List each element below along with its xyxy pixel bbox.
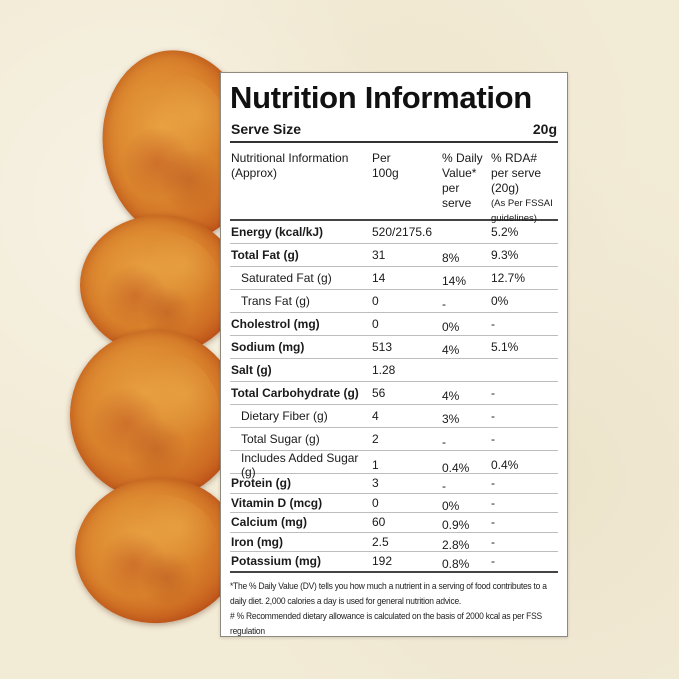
per-100g-value: 192: [372, 554, 393, 569]
table-row: Vitamin D (mcg) 0 0% -: [230, 494, 558, 513]
daily-value-percent: 4%: [442, 389, 460, 403]
nutrient-name: Total Sugar (g): [241, 432, 320, 446]
daily-value-percent: 0%: [442, 320, 460, 334]
nutrient-name: Calcium (mg): [231, 515, 308, 530]
rda-percent: 0%: [491, 294, 509, 308]
daily-value-percent: 3%: [442, 412, 460, 426]
per-100g-value: 1: [372, 458, 379, 472]
nutrient-name: Cholestrol (mg): [231, 317, 320, 331]
rda-percent: 12.7%: [491, 271, 526, 285]
serve-size-row: Serve Size 20g: [230, 117, 558, 143]
per-100g-value: 2.5: [372, 534, 389, 549]
rda-percent: -: [491, 317, 495, 331]
nutrient-name: Vitamin D (mcg): [231, 495, 323, 510]
nutrient-name: Total Carbohydrate (g): [231, 386, 359, 400]
rda-percent: 5.2%: [491, 225, 519, 239]
per-100g-value: 513: [372, 340, 393, 354]
rda-percent: -: [491, 432, 495, 446]
per-100g-value: 1.28: [372, 363, 396, 377]
header-per100: Per 100g: [372, 151, 399, 180]
footnotes: *The % Daily Value (DV) tells you how mu…: [230, 579, 561, 639]
nutrient-name: Protein (g): [231, 476, 291, 491]
per-100g-value: 60: [372, 515, 386, 530]
serve-size-value: 20g: [532, 121, 557, 137]
table-header: Nutritional Information (Approx) Per 100…: [230, 143, 558, 224]
per-100g-value: 0: [372, 294, 379, 308]
table-row: Dietary Fiber (g) 4 3% -: [230, 405, 558, 428]
table-row: Protein (g) 3 - -: [230, 474, 558, 494]
per-100g-value: 2: [372, 432, 379, 446]
nutrient-name: Salt (g): [231, 363, 272, 377]
rda-percent: -: [491, 476, 495, 491]
rda-percent: 0.4%: [491, 458, 519, 472]
daily-value-percent: 0%: [442, 498, 460, 513]
nutrient-name: Total Fat (g): [231, 248, 299, 262]
daily-value-percent: 0.8%: [442, 557, 470, 572]
per-100g-value: 14: [372, 271, 386, 285]
rda-percent: -: [491, 409, 495, 423]
table-row: Iron (mg) 2.5 2.8% -: [230, 533, 558, 552]
nutrient-name: Includes Added Sugar (g): [241, 451, 359, 479]
daily-value-percent: 0.4%: [442, 461, 470, 475]
header-rda: % RDA# per serve (20g) (As Per FSSAI gui…: [491, 151, 557, 226]
header-rda-main: % RDA# per serve (20g): [491, 151, 542, 195]
serve-size-label: Serve Size: [231, 121, 302, 137]
rda-percent: -: [491, 554, 495, 569]
rda-percent: -: [491, 534, 495, 549]
table-row: Total Fat (g) 31 8% 9.3%: [230, 244, 558, 267]
table-row: Calcium (mg) 60 0.9% -: [230, 513, 558, 533]
panel-title: Nutrition Information: [230, 80, 532, 115]
daily-value-percent: 0.9%: [442, 518, 470, 533]
table-row: Total Carbohydrate (g) 56 4% -: [230, 382, 558, 405]
rda-percent: -: [491, 495, 495, 510]
per-100g-value: 0: [372, 495, 379, 510]
rda-percent: 5.1%: [491, 340, 519, 354]
nutrient-name: Trans Fat (g): [241, 294, 310, 308]
daily-value-percent: -: [442, 435, 446, 449]
table-row: Energy (kcal/kJ) 520/2175.6 5.2%: [230, 221, 558, 244]
per-100g-value: 31: [372, 248, 386, 262]
nutrition-panel: Nutrition Information Serve Size 20g Nut…: [220, 72, 568, 637]
daily-value-percent: 4%: [442, 343, 460, 357]
header-dv: % Daily Value* per serve: [442, 151, 483, 210]
nutrient-name: Iron (mg): [231, 534, 283, 549]
daily-value-percent: 2.8%: [442, 537, 470, 552]
header-rda-note: (As Per FSSAI guidelines): [491, 198, 553, 224]
header-nutrient: Nutritional Information (Approx): [231, 151, 349, 180]
nutrient-name: Potassium (mg): [231, 554, 322, 569]
per-100g-value: 0: [372, 317, 379, 331]
daily-value-percent: -: [442, 297, 446, 311]
rda-percent: -: [491, 515, 495, 530]
table-row: Total Sugar (g) 2 - -: [230, 428, 558, 451]
table-row: Sodium (mg) 513 4% 5.1%: [230, 336, 558, 359]
per-100g-value: 520/2175.6: [372, 225, 433, 239]
footnote-rda: # % Recommended dietary allowance is cal…: [230, 610, 542, 636]
table-row: Cholestrol (mg) 0 0% -: [230, 313, 558, 336]
nutrition-table-body: Energy (kcal/kJ) 520/2175.6 5.2% Total Fat …: [230, 221, 558, 573]
per-100g-value: 56: [372, 386, 386, 400]
table-row: Salt (g) 1.28: [230, 359, 558, 382]
daily-value-percent: 8%: [442, 251, 460, 265]
table-row: Saturated Fat (g) 14 14% 12.7%: [230, 267, 558, 290]
rda-percent: -: [491, 386, 495, 400]
banana-chip-image: [80, 215, 240, 355]
nutrient-name: Sodium (mg): [231, 340, 305, 354]
rda-percent: 9.3%: [491, 248, 519, 262]
table-row: Potassium (mg) 192 0.8% -: [230, 552, 558, 573]
nutrient-name: Saturated Fat (g): [241, 271, 332, 285]
nutrient-name: Energy (kcal/kJ): [231, 225, 324, 239]
table-row: Includes Added Sugar (g) 1 0.4% 0.4%: [230, 451, 558, 479]
nutrient-name: Dietary Fiber (g): [241, 409, 328, 423]
footnote-dv: *The % Daily Value (DV) tells you how mu…: [230, 580, 547, 606]
daily-value-percent: -: [442, 479, 446, 494]
daily-value-percent: 14%: [442, 274, 467, 288]
per-100g-value: 4: [372, 409, 379, 423]
per-100g-value: 3: [372, 476, 379, 491]
table-row: Trans Fat (g) 0 - 0%: [230, 290, 558, 313]
